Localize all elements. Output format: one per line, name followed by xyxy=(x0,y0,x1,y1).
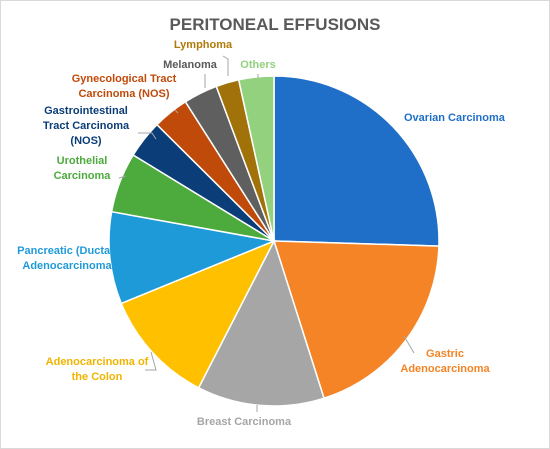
slice-label-line: Breast Carcinoma xyxy=(197,416,292,428)
slice-label: Others xyxy=(240,59,275,71)
slice-label: Gastric Adenocarcinoma xyxy=(400,348,490,375)
slice-label: Gynecological Tract Carcinoma (NOS) xyxy=(72,73,177,100)
slice-label-line: Carcinoma xyxy=(54,170,112,182)
slice-labels: Ovarian Carcinoma Gastric Adenocarcinoma Br… xyxy=(17,39,506,428)
slice-label: Ovarian Carcinoma xyxy=(404,112,506,124)
leader-line xyxy=(138,132,157,140)
slice-label-line: Gynecological Tract xyxy=(72,73,177,85)
leader-lines xyxy=(118,55,415,412)
leader-line xyxy=(145,351,157,371)
slice-label-line: Others xyxy=(240,59,275,71)
pie-slice xyxy=(237,75,275,242)
slice-label-line: Ovarian Carcinoma xyxy=(404,112,506,124)
pie-slice xyxy=(273,75,440,247)
pie-slices xyxy=(108,75,440,407)
slice-label-line: Adenocarcinoma of xyxy=(46,356,149,368)
pie-slice xyxy=(108,210,277,305)
leader-line xyxy=(174,109,179,114)
slice-label-line: the Colon xyxy=(72,371,123,383)
slice-label: Adenocarcinoma of the Colon xyxy=(46,356,149,383)
slice-label: Breast Carcinoma xyxy=(197,416,292,428)
slice-label: Lymphoma xyxy=(174,39,233,51)
slice-label-line: Gastrointestinal xyxy=(44,105,128,117)
slice-label-line: Tract Carcinoma xyxy=(43,120,130,132)
slice-label-line: Lymphoma xyxy=(174,39,233,51)
slice-label: Melanoma xyxy=(163,59,218,71)
slice-label-line: Carcinoma (NOS) xyxy=(78,88,169,100)
slice-label: Pancreatic (Ductal) Adenocarcinoma xyxy=(17,245,117,272)
slice-label: Gastrointestinal Tract Carcinoma (NOS) xyxy=(43,105,130,147)
slice-label-line: Adenocarcinoma xyxy=(22,260,112,272)
pie-slice xyxy=(120,239,276,389)
leader-line xyxy=(222,55,229,76)
slice-label-line: (NOS) xyxy=(70,135,102,147)
slice-label-line: Melanoma xyxy=(163,59,218,71)
pie-slice xyxy=(272,240,440,400)
slice-label-line: Adenocarcinoma xyxy=(400,363,490,375)
slice-label-line: Pancreatic (Ductal) xyxy=(17,245,117,257)
chart-title: PERITONEAL EFFUSIONS xyxy=(170,15,381,34)
leader-line xyxy=(118,175,127,179)
pie-slice xyxy=(197,239,325,407)
leader-line xyxy=(403,335,415,354)
slice-label: Urothelial Carcinoma xyxy=(54,155,112,182)
slice-label-line: Urothelial xyxy=(57,155,108,167)
slice-label-line: Gastric xyxy=(426,348,464,360)
